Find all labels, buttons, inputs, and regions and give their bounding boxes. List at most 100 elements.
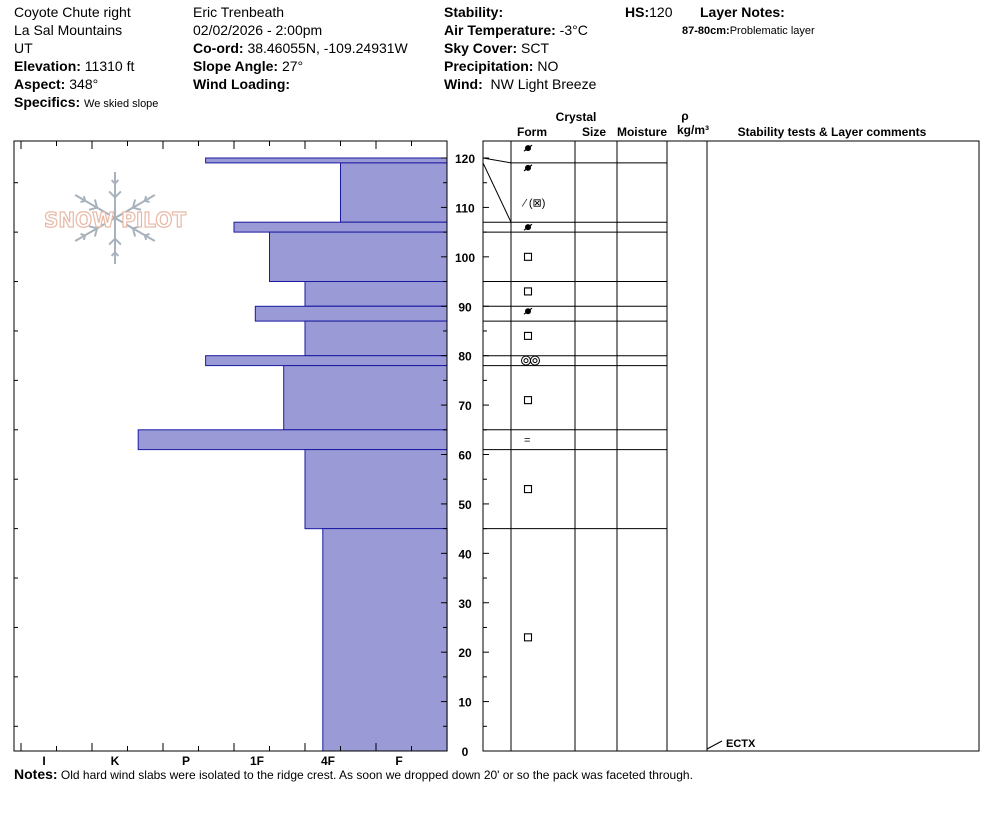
depth-tick-label: 110: [455, 201, 475, 215]
columns-border: [482, 140, 980, 752]
facet-icon: [523, 287, 533, 296]
crystal-form-symbols: ⁄ (⊠) =: [521, 144, 545, 642]
precip-symbol: [523, 144, 533, 152]
density-unit: kg/m³: [677, 123, 709, 137]
depth-tick-label: 10: [458, 696, 472, 710]
layer-columns: [482, 141, 708, 751]
hardness-bar: [304, 449, 448, 530]
moisture-header: Moisture: [617, 125, 667, 139]
facet-symbol: [523, 485, 533, 494]
precipitation: Precipitation: NO: [444, 58, 559, 74]
snow-height: HS:120: [625, 4, 673, 20]
hardness-tick-label: P: [182, 754, 190, 766]
precip-stroke-icon: [523, 144, 533, 152]
hardness-tick-label: F: [395, 754, 402, 766]
stability: Stability:: [444, 4, 504, 20]
layer-note: 87-80cm:Problematic layer: [682, 25, 815, 37]
facet-icon: [523, 485, 533, 494]
depth-tick-label: 40: [458, 547, 472, 561]
depth-tick-label: 120: [455, 152, 475, 166]
facet-symbol: [523, 633, 533, 642]
precip-stroke-icon: [523, 164, 533, 172]
stability-test-label: ECTX: [726, 738, 756, 750]
depth-tick-label: 30: [458, 597, 472, 611]
depth-tick-label: 0: [462, 745, 469, 759]
hardness-bar: [205, 355, 448, 367]
rounded-symbol: =: [524, 435, 530, 447]
precip-symbol: [523, 307, 533, 315]
facet-symbol: [523, 287, 533, 296]
snowpilot-logo: SNOW PILOT: [43, 172, 187, 264]
plot-border: [13, 140, 448, 752]
precip-symbol: [523, 164, 533, 172]
logo-text: SNOW PILOT: [44, 208, 186, 232]
facet-icon: [523, 633, 533, 642]
chart-frame: [13, 140, 980, 752]
melt-form-icon: [532, 358, 538, 364]
facet-icon: [523, 252, 533, 261]
melt-form-icon: [523, 358, 529, 364]
facet-icon: [523, 396, 533, 405]
hardness-tick-label: I: [42, 754, 45, 766]
hardness-tick-label: 4F: [321, 754, 335, 766]
elevation: Elevation: 11310 ft: [14, 58, 135, 74]
specifics: Specifics: We skied slope: [14, 94, 159, 110]
hardness-bar: [304, 281, 448, 307]
wind: Wind: NW Light Breeze: [444, 76, 597, 92]
melt-forms-symbol: [521, 355, 540, 366]
density-symbol: ρ: [681, 109, 688, 123]
layer-connector: [482, 157, 512, 164]
observer-name: Eric Trenbeath: [193, 4, 285, 20]
sky-cover: Sky Cover: SCT: [444, 40, 550, 56]
precip-stroke-icon: [523, 307, 533, 315]
test-pointer: [706, 740, 723, 750]
layer-notes-title: Layer Notes:: [700, 4, 785, 20]
facet-symbol: [523, 396, 533, 405]
slope-angle: Slope Angle: 27°: [193, 58, 304, 74]
aspect: Aspect: 348°: [14, 76, 99, 92]
hardness-bar: [269, 231, 448, 283]
air-temperature: Air Temperature: -3°C: [444, 22, 588, 38]
hardness-axis: I K P 1F 4F F: [20, 141, 448, 766]
hardness-bars: [137, 157, 448, 752]
hardness-tick-label: K: [111, 754, 120, 766]
facet-icon: [523, 331, 533, 340]
snowflake-icon: [74, 172, 156, 264]
layer-connector: [482, 162, 512, 223]
form-header: Form: [517, 125, 547, 139]
crystal-header: Crystal: [556, 110, 597, 124]
crystal-form-label: =: [524, 435, 530, 447]
hardness-bar: [322, 528, 448, 752]
mountain-range: La Sal Mountains: [14, 22, 123, 38]
depth-tick-label: 90: [458, 300, 472, 314]
hardness-bar: [254, 305, 448, 322]
hardness-bar: [137, 429, 448, 451]
size-header: Size: [582, 125, 606, 139]
depth-tick-label: 100: [455, 251, 475, 265]
facet-symbol: [523, 331, 533, 340]
coordinates: Co-ord: 38.46055N, -109.24931W: [193, 40, 408, 56]
hardness-bar: [304, 320, 448, 357]
depth-tick-label: 20: [458, 646, 472, 660]
depth-tick-label: 60: [458, 449, 472, 463]
stability-tests: ECTX: [706, 738, 756, 750]
facet-symbol: [523, 252, 533, 261]
snow-profile-chart: SNOW PILOT 0102030405060708090100110120 …: [13, 109, 980, 766]
depth-tick-label: 80: [458, 350, 472, 364]
depth-tick-label: 70: [458, 399, 472, 413]
hardness-bar: [340, 162, 448, 223]
depth-tick-label: 50: [458, 498, 472, 512]
precip-stroke-icon: [523, 223, 533, 231]
wind-loading: Wind Loading:: [193, 76, 291, 92]
state: UT: [14, 40, 33, 56]
crystal-form-label: ⁄ (⊠): [521, 197, 545, 209]
comments-header: Stability tests & Layer comments: [738, 125, 927, 139]
hardness-bar: [233, 221, 448, 233]
melt-form-icon: [521, 355, 531, 366]
column-headers: Crystal Form Size Moisture ρ kg/m³ Stabi…: [517, 109, 927, 139]
observation-datetime: 02/02/2026 - 2:00pm: [193, 22, 323, 38]
melt-form-icon: [530, 355, 540, 366]
hardness-bar: [205, 157, 448, 164]
hardness-tick-label: 1F: [250, 754, 264, 766]
hardness-bar: [283, 365, 448, 431]
